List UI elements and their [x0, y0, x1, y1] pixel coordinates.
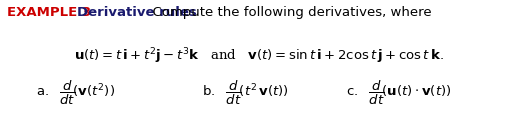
Text: Derivative rules: Derivative rules	[77, 6, 196, 19]
Text: $\mathrm{a.}\ \ \dfrac{d}{dt}\!\left(\mathbf{v}(t^2)\right)$: $\mathrm{a.}\ \ \dfrac{d}{dt}\!\left(\ma…	[36, 78, 115, 106]
Text: EXAMPLE 3: EXAMPLE 3	[7, 6, 91, 19]
Text: Compute the following derivatives, where: Compute the following derivatives, where	[144, 6, 431, 19]
Text: $\mathrm{c.}\ \ \dfrac{d}{dt}\!\left(\mathbf{u}(t)\cdot\mathbf{v}(t)\right)$: $\mathrm{c.}\ \ \dfrac{d}{dt}\!\left(\ma…	[346, 78, 452, 106]
Text: $\mathrm{b.}\ \ \dfrac{d}{dt}\!\left(t^2\,\mathbf{v}(t)\right)$: $\mathrm{b.}\ \ \dfrac{d}{dt}\!\left(t^2…	[202, 78, 288, 106]
Text: $\mathbf{u}(t) = t\,\mathbf{i} + t^2\mathbf{j} - t^3\mathbf{k}$   and   $\mathbf: $\mathbf{u}(t) = t\,\mathbf{i} + t^2\mat…	[73, 46, 444, 65]
